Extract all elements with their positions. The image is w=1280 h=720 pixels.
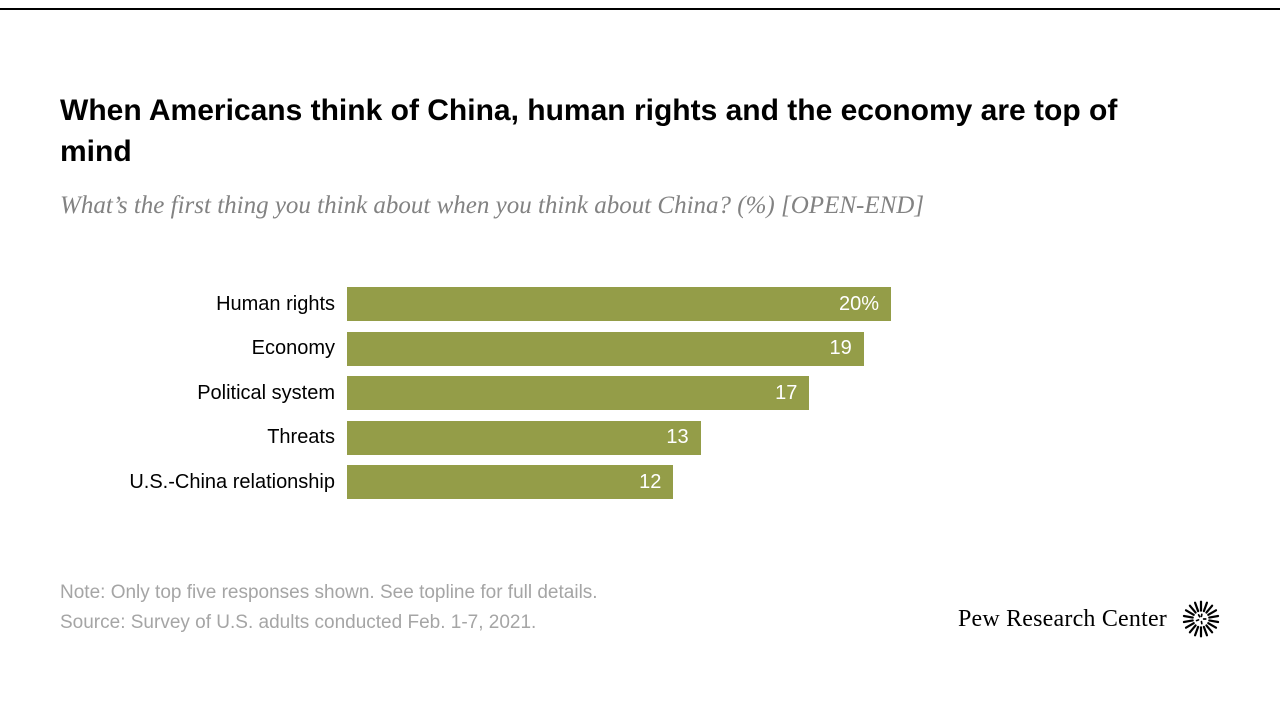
bar-label: Threats <box>267 426 335 448</box>
bar-label: U.S.-China relationship <box>129 470 335 493</box>
source-text: Source: Survey of U.S. adults conducted … <box>60 612 537 633</box>
bar: 17 <box>347 376 810 410</box>
bar-value: 12 <box>639 470 662 493</box>
bar-row: Political system 17 <box>60 376 891 410</box>
bar-value: 13 <box>666 426 689 448</box>
bar-value: 17 <box>775 381 798 404</box>
brand-name: Pew Research Center <box>957 605 1167 632</box>
bar-value: 19 <box>829 337 852 359</box>
bar-label: Political system <box>197 381 335 404</box>
bar-label: Human rights <box>216 292 335 315</box>
bar: 20% <box>347 287 891 321</box>
note-text: Note: Only top five responses shown. See… <box>60 582 598 603</box>
chart-subtitle: What’s the first thing you think about w… <box>60 192 925 219</box>
bar-row: U.S.-China relationship 12 <box>60 465 891 499</box>
bar-row: Threats 13 <box>60 420 891 455</box>
chart-title: When Americans think of China, human rig… <box>60 94 1118 168</box>
bar-chart: Human rights 20% Economy 19 Political system… <box>60 287 891 510</box>
bar-value: 20% <box>838 292 879 315</box>
brand-lockup: Pew Research Center <box>958 598 1222 640</box>
bar-row: Economy 19 <box>60 331 891 366</box>
bar: 19 <box>347 331 864 366</box>
starburst-icon <box>1182 600 1220 638</box>
bar: 12 <box>347 465 674 499</box>
bar: 13 <box>347 420 701 455</box>
top-rule <box>0 8 1280 10</box>
chart-footer: Note: Only top five responses shown. See… <box>60 578 598 638</box>
bar-label: Economy <box>251 337 335 359</box>
bar-row: Human rights 20% <box>60 287 891 321</box>
